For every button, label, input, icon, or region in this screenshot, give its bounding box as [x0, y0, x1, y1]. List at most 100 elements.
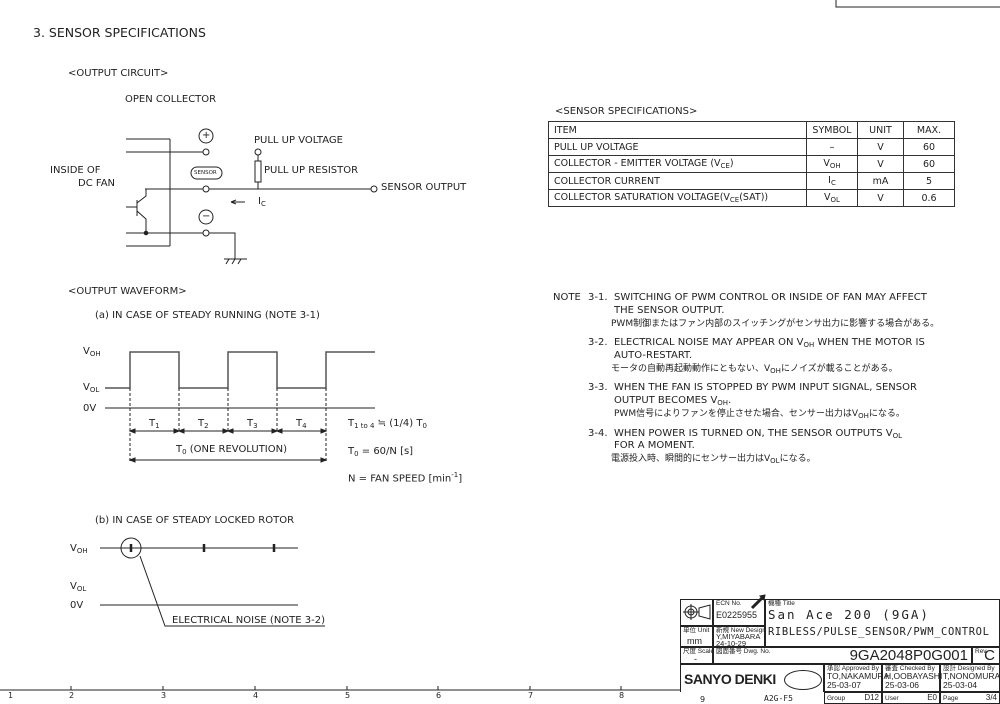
inside-label: INSIDE OF [50, 165, 101, 176]
note-text: ELECTRICAL NOISE MAY APPEAR ON VOH WHEN … [614, 337, 925, 349]
header-item: ITEM [548, 121, 807, 139]
cell-symbol: IC [806, 172, 858, 190]
page-cell: Page 3/4 [940, 692, 1000, 704]
cell-max: 5 [903, 172, 955, 190]
note-text-jp: PWM制御またはファン内部のスイッチングがセンサ出力に影響する場合がある。 [611, 319, 940, 329]
user-label: User [885, 694, 899, 702]
user-cell: User E0 [882, 692, 940, 704]
ruler-label: 2 [69, 691, 75, 700]
new-design-cell: 新規 New Design Y,MIYABARA 24-10-29 [713, 626, 766, 648]
checked-cell: 審査 Checked By H,OOBAYASHI 25-03-06 [882, 664, 943, 692]
voh-label: VOH [83, 346, 101, 358]
designed-label: 設計 Designed By [943, 665, 995, 672]
spec-table: ITEM SYMBOL UNIT MAX. PULL UP VOLTAGE – V 6… [548, 121, 955, 207]
output-circuit [126, 128, 378, 265]
pull-up-resistor-icon [254, 160, 262, 183]
projection-symbol-icon [683, 604, 711, 620]
waveform-a [105, 351, 375, 463]
sensor-output-label: SENSOR OUTPUT [381, 182, 467, 193]
period-t1: T1 [149, 418, 160, 430]
scale-label: 尺度 Scale [683, 648, 715, 655]
unit-value: mm [687, 636, 702, 646]
plus-terminal-icon [198, 128, 214, 144]
dwg-label: 図面番号 Dwg. No. [716, 648, 771, 655]
title-label: 機種 Title [768, 600, 795, 607]
new-design-label: 新規 New Design [716, 627, 766, 634]
zone-label: A2G-F5 [764, 694, 793, 703]
title-line-2: RIBLESS/PULSE_SENSOR/PWM_CONTROL [768, 626, 990, 638]
cell-symbol: VOH [806, 155, 858, 173]
t0-label: T0 (ONE REVOLUTION) [176, 444, 288, 456]
noise-highlight-circle [120, 537, 142, 559]
note-number: 3-3. [588, 382, 608, 393]
projection-symbol-cell [680, 599, 713, 626]
title-cell: 機種 Title San Ace 200 (9GA) RIBLESS/PULSE… [765, 599, 1000, 647]
note-text: THE SENSOR OUTPUT. [614, 305, 725, 316]
ground-icon [209, 232, 247, 265]
spec-table-heading: <SENSOR SPECIFICATIONS> [555, 106, 698, 117]
company-stamp [784, 670, 822, 690]
approved-by: TO,NAKAMURA [827, 671, 890, 681]
noise-leader-line [139, 555, 325, 627]
cell-item: COLLECTOR - EMITTER VOLTAGE (VCE) [548, 155, 807, 173]
period-t2: T2 [198, 418, 209, 430]
table-row: COLLECTOR - EMITTER VOLTAGE (VCE) VOH V 60 [548, 155, 955, 173]
ruler-label: 9 [700, 695, 706, 704]
page-value: 3/4 [985, 693, 997, 702]
unit-cell: 単位 Unit mm [680, 626, 713, 647]
note-label: NOTE [553, 292, 581, 303]
group-cell: Group D12 [824, 692, 882, 704]
group-value: D12 [864, 693, 879, 702]
plus-label: + [202, 130, 211, 141]
note-text: FOR A MOMENT. [614, 440, 695, 451]
inside-label-2: DC FAN [78, 178, 116, 189]
designed-by: T,NONOMURA [943, 671, 1000, 681]
current-arrow-icon [230, 199, 245, 205]
table-row: PULL UP VOLTAGE – V 60 [548, 138, 955, 156]
note-text-jp: モータの自動再起動動作にともない、VOHにノイズが載ることがある。 [611, 364, 898, 375]
formula-2: T0 = 60/N [s] [348, 446, 414, 458]
sensor-oval [190, 166, 223, 180]
checked-by: H,OOBAYASHI [885, 671, 943, 681]
cell-unit: mA [857, 172, 904, 190]
formula-1: T1 to 4 ≒ (1/4) T0 [348, 418, 427, 430]
current-label: IC [258, 196, 266, 208]
table-row: COLLECTOR SATURATION VOLTAGE(VCE(SAT)) VO… [548, 189, 955, 207]
case-a-label: (a) IN CASE OF STEADY RUNNING (NOTE 3-1) [95, 310, 320, 321]
checked-date: 25-03-06 [885, 680, 920, 690]
circuit-type: OPEN COLLECTOR [125, 94, 217, 105]
scale-cell: 尺度 Scale - [680, 647, 715, 664]
top-right-frame [835, 0, 1000, 8]
unit-label: 単位 Unit [683, 627, 710, 634]
note-number: 3-2. [588, 337, 608, 348]
transistor [126, 189, 147, 233]
drawing-number-cell: 図面番号 Dwg. No. 9GA2048P0G001 [713, 647, 972, 664]
minus-label: − [202, 211, 211, 222]
note-text: SWITCHING OF PWM CONTROL OR INSIDE OF FA… [614, 292, 927, 303]
ruler-label: 4 [253, 691, 259, 700]
section-title: 3. SENSOR SPECIFICATIONS [33, 25, 206, 40]
note-number: 3-1. [588, 292, 608, 303]
note-text-jp: 電源投入時、瞬間的にセンサー出力はVOLになる。 [611, 454, 816, 465]
cell-symbol: – [806, 138, 858, 156]
company-logo: SANYO DENKI [684, 671, 776, 687]
rev-value: C [984, 647, 995, 664]
note-text: AUTO-RESTART. [614, 350, 693, 361]
case-b-label: (b) IN CASE OF STEADY LOCKED ROTOR [95, 515, 295, 526]
ecn-cell: ECN No. E0225955 [713, 599, 765, 626]
title-line-1: San Ace 200 (9GA) [768, 607, 930, 622]
vol-label-b: VOL [70, 581, 87, 593]
table-row: COLLECTOR CURRENT IC mA 5 [548, 172, 955, 190]
cell-item: PULL UP VOLTAGE [548, 138, 807, 156]
group-label: Group [827, 694, 846, 702]
waveform-heading: <OUTPUT WAVEFORM> [68, 286, 187, 297]
note-text: OUTPUT BECOMES VOH. [614, 395, 732, 407]
new-design-date: 24-10-29 [716, 638, 747, 648]
cell-max: 60 [903, 155, 955, 173]
vol-label: VOL [83, 382, 100, 394]
pull-up-voltage-label: PULL UP VOLTAGE [254, 135, 343, 146]
ruler-label: 3 [161, 691, 167, 700]
ruler-label: 7 [528, 691, 534, 700]
cell-max: 60 [903, 138, 955, 156]
